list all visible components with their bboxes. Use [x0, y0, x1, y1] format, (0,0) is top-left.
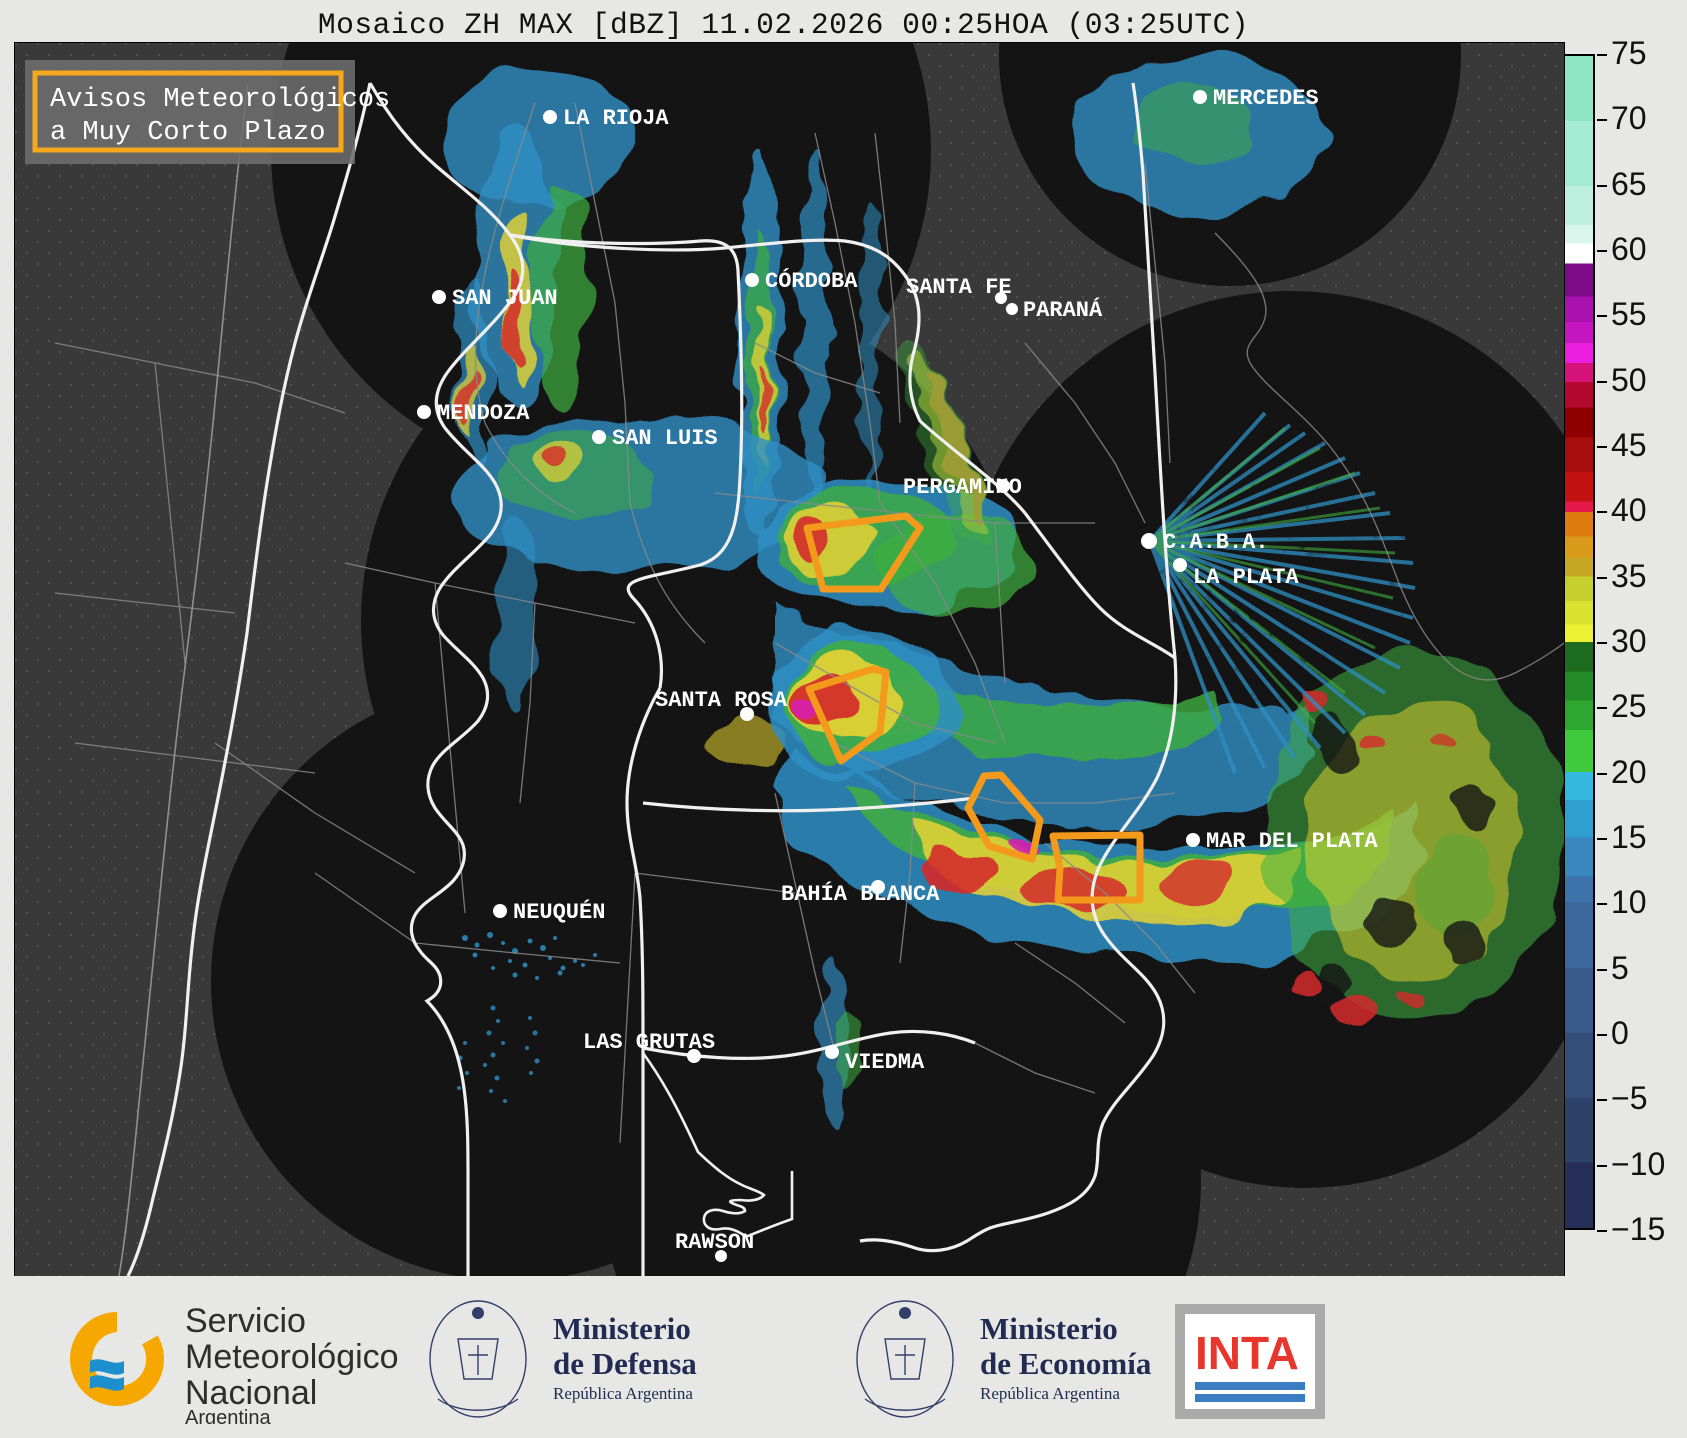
svg-text:PERGAMINO: PERGAMINO [903, 475, 1022, 500]
svg-text:PARANÁ: PARANÁ [1023, 297, 1103, 323]
svg-text:MERCEDES: MERCEDES [1213, 86, 1319, 111]
svg-text:Ministerio: Ministerio [980, 1311, 1118, 1346]
svg-text:C.A.B.A.: C.A.B.A. [1163, 530, 1269, 555]
svg-text:Avisos Meteorológicos: Avisos Meteorológicos [50, 85, 390, 115]
svg-text:LA RIOJA: LA RIOJA [563, 106, 669, 131]
svg-text:Servicio: Servicio [185, 1302, 306, 1340]
svg-text:INTA: INTA [1195, 1327, 1299, 1379]
svg-text:SANTA ROSA: SANTA ROSA [655, 688, 788, 713]
svg-text:RAWSON: RAWSON [675, 1230, 754, 1255]
svg-text:SAN JUAN: SAN JUAN [452, 286, 558, 311]
svg-text:MENDOZA: MENDOZA [437, 401, 530, 426]
svg-text:CÓRDOBA: CÓRDOBA [765, 268, 858, 294]
svg-text:Meteorológico: Meteorológico [185, 1338, 399, 1376]
svg-text:NEUQUÉN: NEUQUÉN [513, 899, 605, 925]
svg-text:de Economía: de Economía [980, 1346, 1152, 1381]
svg-text:República Argentina: República Argentina [980, 1384, 1120, 1403]
svg-text:VIEDMA: VIEDMA [845, 1050, 925, 1075]
svg-text:Ministerio: Ministerio [553, 1311, 691, 1346]
svg-text:República Argentina: República Argentina [553, 1384, 693, 1403]
svg-text:Argentina: Argentina [185, 1407, 271, 1424]
svg-text:SAN LUIS: SAN LUIS [612, 426, 718, 451]
svg-text:de Defensa: de Defensa [553, 1346, 697, 1381]
svg-text:LAS GRUTAS: LAS GRUTAS [583, 1030, 715, 1055]
svg-text:SANTA FE: SANTA FE [906, 275, 1012, 300]
svg-text:MAR DEL PLATA: MAR DEL PLATA [1206, 829, 1378, 854]
svg-text:LA PLATA: LA PLATA [1193, 565, 1299, 590]
svg-text:BAHÍA BLANCA: BAHÍA BLANCA [781, 881, 940, 907]
svg-text:a Muy Corto Plazo: a Muy Corto Plazo [50, 118, 325, 148]
